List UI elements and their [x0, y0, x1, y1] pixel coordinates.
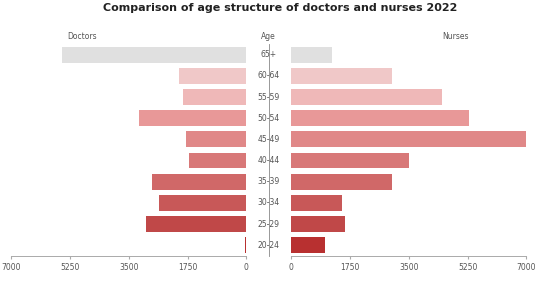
Bar	[291, 110, 469, 126]
Bar	[179, 68, 246, 84]
Bar	[291, 47, 332, 63]
Bar	[139, 110, 246, 126]
Text: Comparison of age structure of doctors and nurses 2022: Comparison of age structure of doctors a…	[103, 3, 457, 13]
Text: 65+: 65+	[261, 50, 277, 59]
Bar	[291, 68, 392, 84]
Bar	[245, 237, 246, 253]
Bar	[291, 237, 325, 253]
Bar	[186, 131, 246, 147]
Text: 55-59: 55-59	[258, 93, 280, 101]
Bar	[189, 153, 246, 168]
Bar	[62, 47, 246, 63]
Bar	[146, 216, 246, 232]
Bar	[183, 89, 246, 105]
Text: 20-24: 20-24	[258, 241, 280, 250]
Bar	[291, 216, 345, 232]
Bar	[291, 174, 392, 190]
Text: Age: Age	[262, 32, 276, 41]
Bar	[291, 131, 526, 147]
Text: 40-44: 40-44	[258, 156, 280, 165]
Text: 45-49: 45-49	[258, 135, 280, 144]
Bar	[291, 195, 342, 211]
Bar	[291, 89, 442, 105]
Bar	[159, 195, 246, 211]
Text: Doctors: Doctors	[67, 32, 96, 41]
Text: 60-64: 60-64	[258, 71, 280, 80]
Text: 25-29: 25-29	[258, 220, 280, 228]
Bar	[291, 153, 409, 168]
Text: 30-34: 30-34	[258, 198, 280, 207]
Bar	[152, 174, 246, 190]
Text: 35-39: 35-39	[258, 177, 280, 186]
Text: Nurses: Nurses	[442, 32, 469, 41]
Text: 50-54: 50-54	[258, 114, 280, 123]
